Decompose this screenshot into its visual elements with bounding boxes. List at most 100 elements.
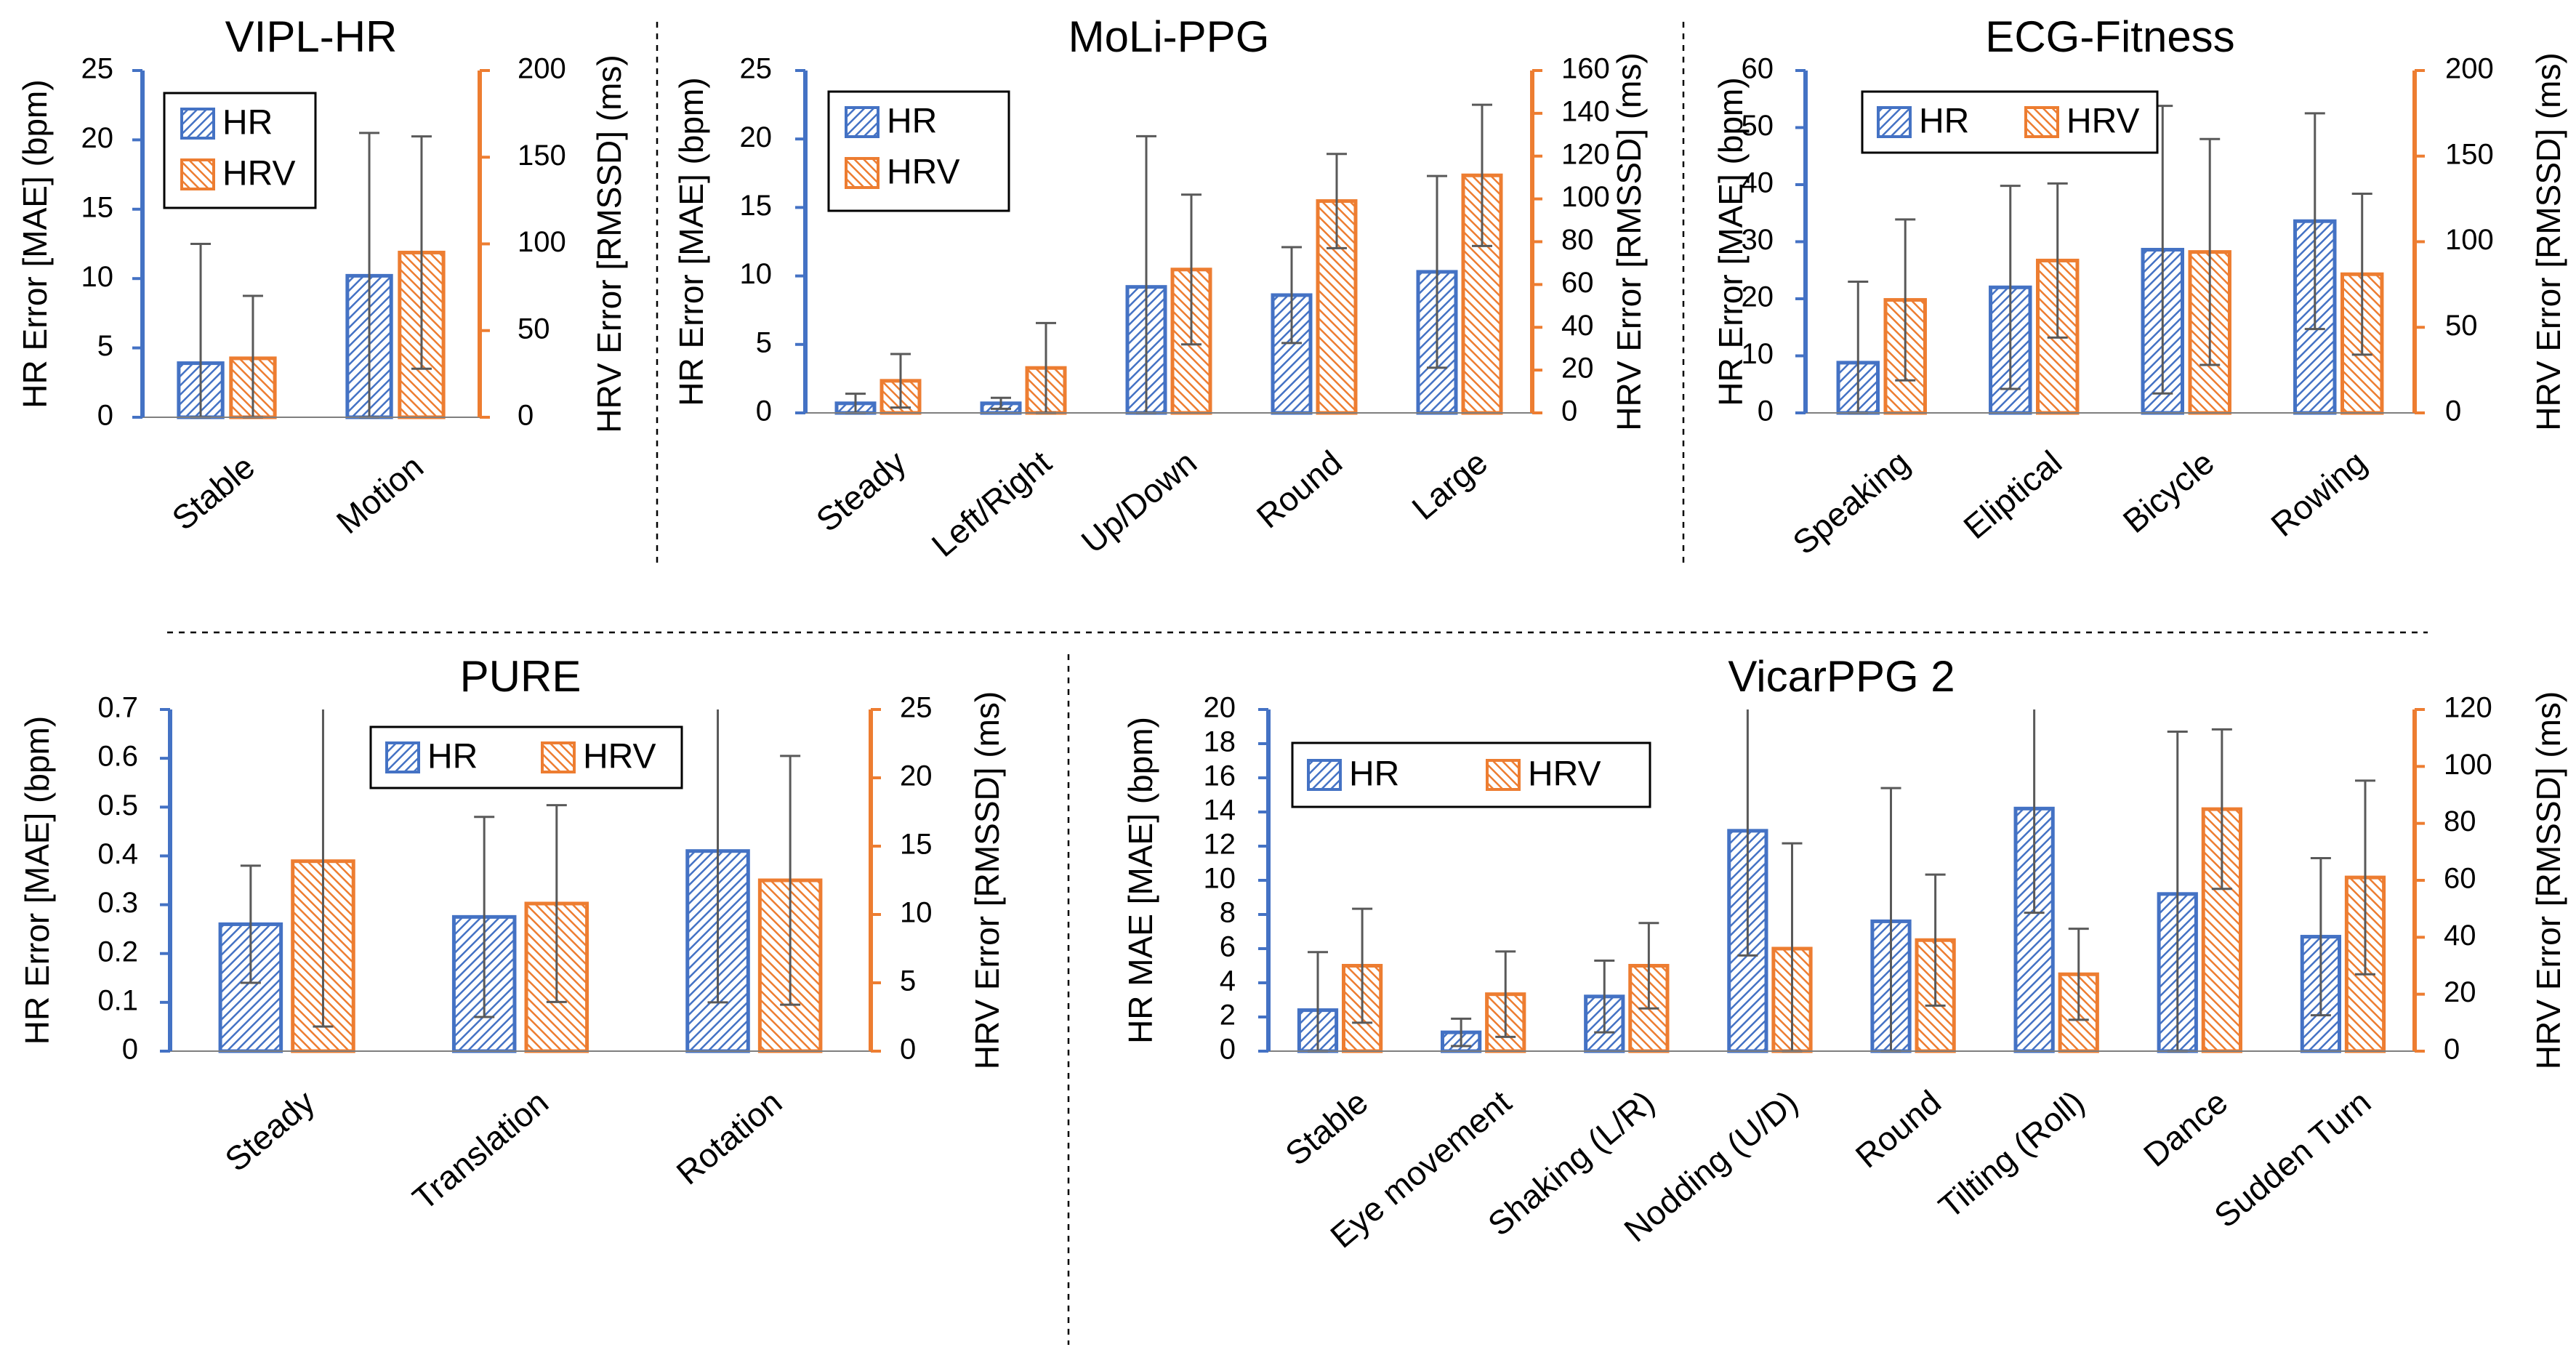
y-axis-label: HR MAE [MAE] (bpm) (1122, 717, 1159, 1044)
left-tick-label-4: 40 (1742, 167, 1774, 199)
right-tick-label-1: 50 (518, 313, 550, 345)
left-tick-label-1: 10 (1742, 338, 1774, 370)
left-tick-label-6: 0.6 (97, 741, 138, 773)
hrv-error-bar-3 (2351, 193, 2372, 356)
hr-error-bar-1 (991, 396, 1011, 410)
left-tick-label-9: 18 (1204, 726, 1236, 758)
hr-error-bar-3 (1737, 709, 1758, 957)
legend: HR HRV (1291, 741, 1651, 808)
legend-label-hr: HR (1349, 755, 1399, 794)
hr-legend-swatch (1307, 759, 1342, 791)
x-tick-label-0: Stable (165, 448, 262, 538)
left-tick-label-7: 0.7 (97, 692, 138, 724)
left-tick-label-5: 25 (81, 53, 114, 85)
x-tick-label-1: Motion (329, 448, 430, 542)
x-tick-label-0: Speaking (1785, 443, 1916, 562)
hrv-error-bar-0 (1352, 907, 1373, 1024)
x-tick-label-6: Dance (2136, 1083, 2234, 1174)
hr-error-bar-7 (2310, 856, 2331, 1017)
x-tick-label-1: Eliptical (1956, 443, 2069, 547)
left-tick-label-5: 0.5 (97, 789, 138, 821)
left-tick-label-4: 8 (1220, 897, 1236, 929)
right-tick-label-0: 0 (2445, 395, 2461, 427)
hr-legend-swatch (385, 741, 420, 773)
x-tick-label-7: Sudden Turn (2207, 1083, 2378, 1235)
right-tick-label-3: 60 (1561, 267, 1594, 299)
left-tick-label-1: 0.1 (97, 984, 138, 1016)
left-tick-label-2: 10 (740, 258, 773, 290)
hr-error-bar-1 (1451, 1017, 1472, 1048)
y2-axis-label: HRV Error [RMSSD] (ms) (968, 691, 1006, 1070)
hrv-error-bar-0 (1895, 218, 1916, 382)
hrv-error-bar-1 (411, 135, 432, 370)
y2-axis-label: HRV Error [RMSSD] (ms) (590, 55, 628, 433)
right-tick-label-0: 0 (1561, 395, 1577, 427)
hrv-error-bar-1 (1495, 950, 1516, 1038)
chart-title: PURE (460, 652, 581, 701)
right-tick-label-1: 20 (1561, 353, 1594, 385)
hrv-legend-swatch (180, 158, 215, 190)
hr-error-bar-1 (474, 816, 495, 1018)
y-axis-label: HR Error [MAE] (bpm) (16, 79, 54, 408)
right-tick-label-8: 160 (1561, 53, 1610, 85)
left-tick-label-5: 10 (1204, 863, 1236, 895)
right-tick-label-2: 100 (518, 226, 566, 258)
hrv-legend-swatch (2024, 106, 2059, 138)
hrv-error-bar-1 (2047, 182, 2068, 339)
hrv-error-bar-7 (2354, 779, 2375, 976)
left-tick-label-0: 0 (97, 400, 113, 432)
right-tick-label-2: 40 (2444, 920, 2476, 952)
panel-vipl-hr: VIPL-HR Stable Motion 0 5 10 15 20 25 0 50 100 150 20… (16, 12, 628, 541)
left-tick-label-3: 6 (1220, 931, 1236, 963)
left-tick-label-1: 5 (97, 330, 113, 362)
x-tick-label-2: Bicycle (2116, 443, 2221, 541)
hrv-error-bar-2 (2199, 137, 2221, 366)
left-tick-label-0: 0 (756, 395, 772, 427)
right-tick-label-2: 10 (900, 897, 933, 929)
right-tick-label-4: 80 (1561, 224, 1594, 256)
legend-box (369, 725, 683, 789)
legend-label-hrv: HRV (887, 153, 959, 192)
x-tick-label-1: Left/Right (925, 443, 1058, 564)
left-tick-label-7: 14 (1204, 795, 1236, 827)
hr-error-bar-3 (2304, 112, 2325, 331)
legend-label-hr: HR (222, 104, 273, 142)
left-tick-label-2: 10 (81, 261, 114, 293)
right-tick-label-6: 120 (1561, 138, 1610, 170)
y-axis-label: HR Error [MAE] (bpm) (1712, 77, 1750, 406)
legend-box (827, 90, 1010, 212)
y-axis-label: HR Error [MAE] (bpm) (18, 716, 56, 1045)
hr-error-bar-0 (240, 864, 261, 984)
right-tick-label-1: 5 (900, 965, 916, 997)
right-tick-label-4: 80 (2444, 805, 2476, 837)
left-tick-label-8: 16 (1204, 760, 1236, 792)
x-tick-label-0: Steady (809, 443, 913, 539)
hrv-error-bar-4 (1472, 103, 1492, 247)
x-tick-label-4: Round (1848, 1083, 1948, 1175)
hr-error-bar-3 (1281, 246, 1302, 345)
left-tick-label-0: 0 (1758, 395, 1774, 427)
right-tick-label-6: 120 (2444, 692, 2492, 724)
chart-title: ECG-Fitness (1985, 12, 2234, 61)
left-tick-label-10: 20 (1204, 692, 1236, 724)
left-tick-label-2: 4 (1220, 965, 1236, 997)
chart-title: VIPL-HR (225, 12, 398, 61)
chart-title: MoLi-PPG (1068, 12, 1270, 61)
legend-label-hrv: HRV (583, 738, 656, 776)
hr-error-bar-4 (1427, 174, 1447, 369)
right-tick-label-3: 60 (2444, 863, 2476, 895)
left-tick-label-1: 2 (1220, 1000, 1236, 1032)
left-tick-label-5: 50 (1742, 110, 1774, 142)
legend: HR HRV (1861, 90, 2159, 154)
right-tick-label-1: 20 (2444, 976, 2476, 1008)
x-tick-label-0: Stable (1278, 1083, 1374, 1173)
left-tick-label-3: 15 (81, 191, 114, 223)
right-tick-label-2: 100 (2445, 224, 2494, 256)
panel-ecg-fitness: ECG-Fitness Speaking Eliptical Bicycle Rowin… (1712, 12, 2567, 562)
right-tick-label-5: 100 (1561, 181, 1610, 213)
hrv-error-bar-2 (780, 755, 801, 1006)
x-tick-label-3: Round (1249, 443, 1349, 536)
right-tick-label-4: 20 (900, 760, 933, 792)
hrv-error-bar-3 (1327, 153, 1347, 249)
